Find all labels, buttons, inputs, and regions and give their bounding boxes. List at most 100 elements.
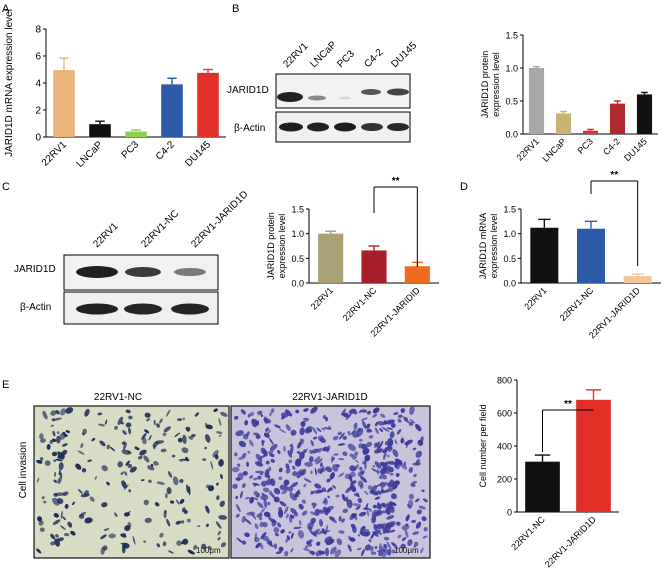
- cell-blob: [163, 509, 167, 519]
- x-tick-label: C4-2: [154, 139, 177, 162]
- cell-blob: [325, 466, 333, 473]
- cell-blob: [218, 459, 224, 467]
- cell-blob: [421, 489, 425, 493]
- cell-blob: [153, 419, 156, 426]
- cell-blob: [269, 478, 276, 487]
- cell-blob: [386, 541, 392, 550]
- cell-blob: [373, 523, 378, 532]
- cell-blob: [182, 434, 187, 444]
- cell-blob: [179, 498, 185, 504]
- cell-blob: [332, 464, 339, 472]
- cell-blob: [338, 515, 342, 522]
- cell-blob: [310, 406, 318, 414]
- cell-blob: [278, 476, 283, 481]
- cell-blob: [422, 535, 428, 539]
- cell-blob: [326, 445, 331, 453]
- cell-blob: [283, 445, 286, 452]
- x-tick-label: PC3: [575, 136, 594, 155]
- cell-blob: [396, 429, 402, 435]
- cell-blob: [389, 487, 394, 493]
- y-tick-label: 1.5: [503, 205, 516, 215]
- cell-blob: [122, 430, 127, 435]
- cell-blob: [194, 412, 200, 417]
- y-axis-label: JARID1D mRNA: [478, 213, 488, 280]
- cell-blob: [120, 542, 128, 545]
- x-tick-label: 22RV1: [309, 285, 335, 311]
- cell-blob: [273, 527, 280, 533]
- cell-blob: [381, 502, 386, 508]
- blot-lane-label: C4-2: [362, 47, 385, 70]
- cell-blob: [408, 421, 414, 426]
- cell-blob: [244, 518, 252, 525]
- cell-blob: [394, 480, 400, 486]
- cell-blob: [386, 502, 390, 506]
- cell-blob: [127, 463, 133, 469]
- cell-blob: [101, 502, 108, 508]
- cell-blob: [89, 496, 95, 502]
- cell-blob: [235, 513, 240, 518]
- cell-blob: [382, 446, 390, 454]
- cell-blob: [366, 423, 371, 429]
- x-tick-label: C4-2: [601, 136, 622, 157]
- cell-blob: [298, 492, 301, 495]
- cell-blob: [358, 438, 363, 442]
- blot-b-band: [387, 88, 409, 96]
- cell-blob: [277, 508, 284, 518]
- cell-blob: [274, 533, 279, 537]
- cell-blob: [132, 535, 136, 545]
- cell-blob: [379, 461, 386, 467]
- cell-blob: [360, 475, 368, 483]
- bar: [161, 84, 183, 137]
- cell-blob: [258, 516, 263, 521]
- cell-blob: [350, 480, 357, 486]
- cell-blob: [377, 420, 385, 426]
- cell-blob: [376, 445, 382, 453]
- cell-blob: [234, 415, 239, 420]
- cell-blob: [361, 526, 365, 530]
- cell-blob: [378, 551, 383, 557]
- cell-blob: [408, 467, 414, 473]
- cell-blob: [309, 550, 316, 555]
- cell-blob: [400, 437, 404, 444]
- cell-blob: [396, 461, 402, 470]
- cell-blob: [244, 419, 248, 426]
- y-axis-label: expression level: [489, 214, 499, 279]
- cell-blob: [301, 510, 308, 516]
- cell-blob: [301, 499, 306, 504]
- cell-blob: [342, 412, 349, 418]
- cell-blob: [273, 543, 278, 549]
- y-tick-label: 0: [35, 133, 41, 144]
- cell-blob: [415, 459, 421, 464]
- cell-blob: [366, 509, 370, 517]
- cell-blob: [295, 409, 300, 414]
- cell-blob: [374, 461, 382, 469]
- y-tick-label: 1.5: [505, 31, 518, 41]
- cell-blob: [342, 451, 348, 457]
- image-title-jarid1d: 22RV1-JARID1D: [292, 392, 367, 403]
- cell-blob: [122, 533, 126, 537]
- cell-blob: [287, 450, 293, 458]
- cell-blob: [180, 540, 186, 545]
- cell-blob: [61, 443, 68, 447]
- cell-blob: [216, 431, 223, 434]
- cell-blob: [342, 508, 349, 514]
- cell-blob: [117, 461, 123, 468]
- cell-blob: [55, 534, 59, 538]
- cell-blob: [143, 499, 150, 506]
- cell-blob: [148, 479, 152, 483]
- x-tick-label: 22RV1: [40, 139, 70, 169]
- cell-blob: [312, 506, 316, 509]
- cell-blob: [421, 516, 427, 522]
- cell-blob: [205, 523, 210, 528]
- cell-blob: [232, 466, 240, 473]
- cell-blob: [412, 447, 417, 450]
- cell-blob: [257, 410, 263, 415]
- cell-blob: [382, 548, 388, 558]
- cell-blob: [180, 520, 185, 524]
- cell-blob: [382, 531, 386, 534]
- cell-blob: [53, 417, 62, 421]
- cell-blob: [271, 408, 275, 413]
- cell-blob: [163, 426, 171, 433]
- cell-blob: [37, 516, 43, 522]
- cell-blob: [338, 472, 345, 478]
